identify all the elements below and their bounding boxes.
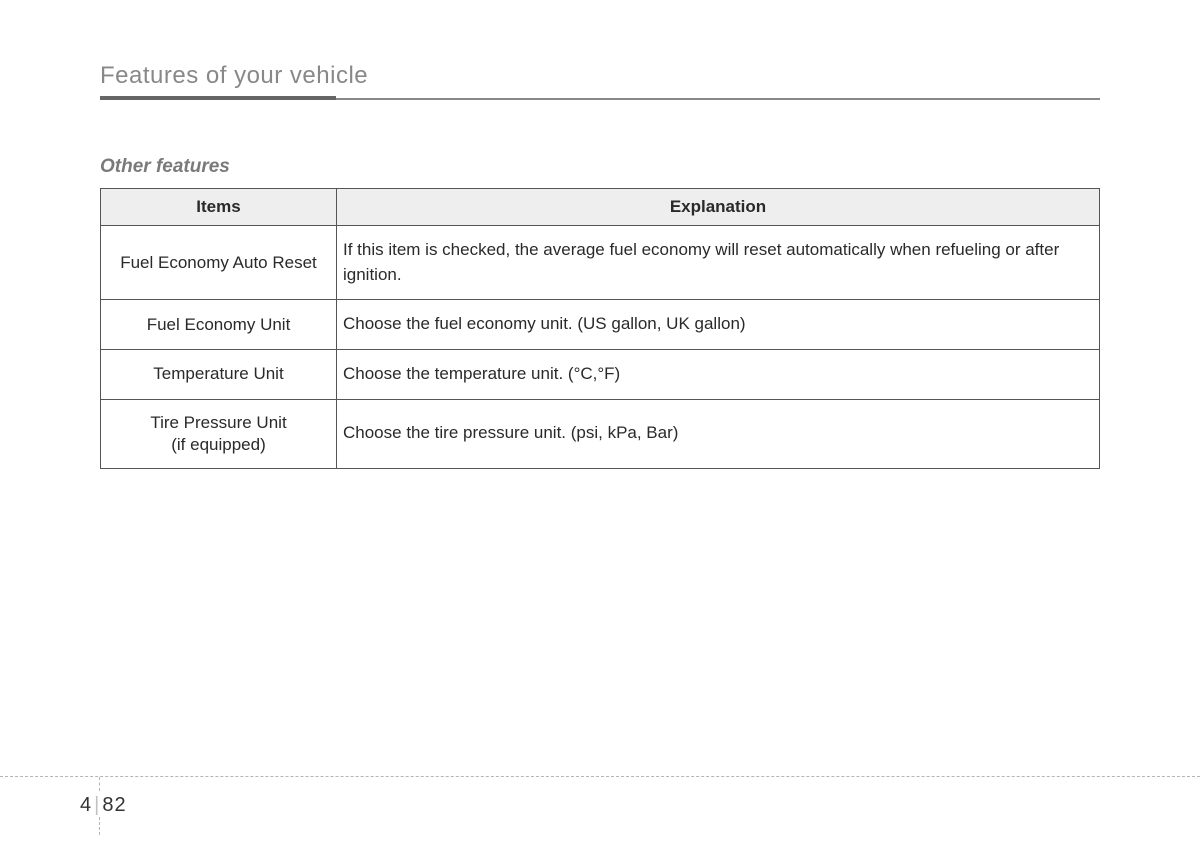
item-cell: Fuel Economy Unit (101, 300, 337, 350)
item-label: Tire Pressure Unit (150, 413, 286, 432)
item-cell: Temperature Unit (101, 349, 337, 399)
table-header-explanation: Explanation (337, 189, 1100, 226)
item-label: Temperature Unit (153, 364, 283, 383)
table-header-row: Items Explanation (101, 189, 1100, 226)
page-title: Features of your vehicle (100, 62, 1100, 90)
item-subnote: (if equipped) (107, 434, 330, 456)
section-title: Other features (100, 156, 1100, 178)
chapter-number: 4 (80, 794, 92, 816)
table-row: Tire Pressure Unit (if equipped) Choose … (101, 399, 1100, 468)
explanation-cell: If this item is checked, the average fue… (337, 226, 1100, 300)
page-index: 82 (102, 794, 126, 816)
features-table: Items Explanation Fuel Economy Auto Rese… (100, 188, 1100, 469)
header-rule (100, 96, 1100, 100)
table-row: Fuel Economy Auto Reset If this item is … (101, 226, 1100, 300)
table-row: Fuel Economy Unit Choose the fuel econom… (101, 300, 1100, 350)
footer-rule (0, 776, 1200, 777)
header-rule-light (336, 98, 1100, 100)
explanation-cell: Choose the fuel economy unit. (US gallon… (337, 300, 1100, 350)
table-header-items: Items (101, 189, 337, 226)
page-number-separator: | (92, 794, 102, 816)
table-row: Temperature Unit Choose the temperature … (101, 349, 1100, 399)
footer-vertical-rule-top (99, 777, 100, 791)
header-rule-dark (100, 96, 336, 100)
item-label: Fuel Economy Auto Reset (120, 253, 317, 272)
footer-vertical-rule-bottom (99, 817, 100, 835)
item-label: Fuel Economy Unit (147, 315, 291, 334)
page-number: 4|82 (80, 794, 127, 817)
page-container: Features of your vehicle Other features … (0, 0, 1200, 469)
explanation-cell: Choose the tire pressure unit. (psi, kPa… (337, 399, 1100, 468)
explanation-cell: Choose the temperature unit. (°C,°F) (337, 349, 1100, 399)
item-cell: Tire Pressure Unit (if equipped) (101, 399, 337, 468)
item-cell: Fuel Economy Auto Reset (101, 226, 337, 300)
